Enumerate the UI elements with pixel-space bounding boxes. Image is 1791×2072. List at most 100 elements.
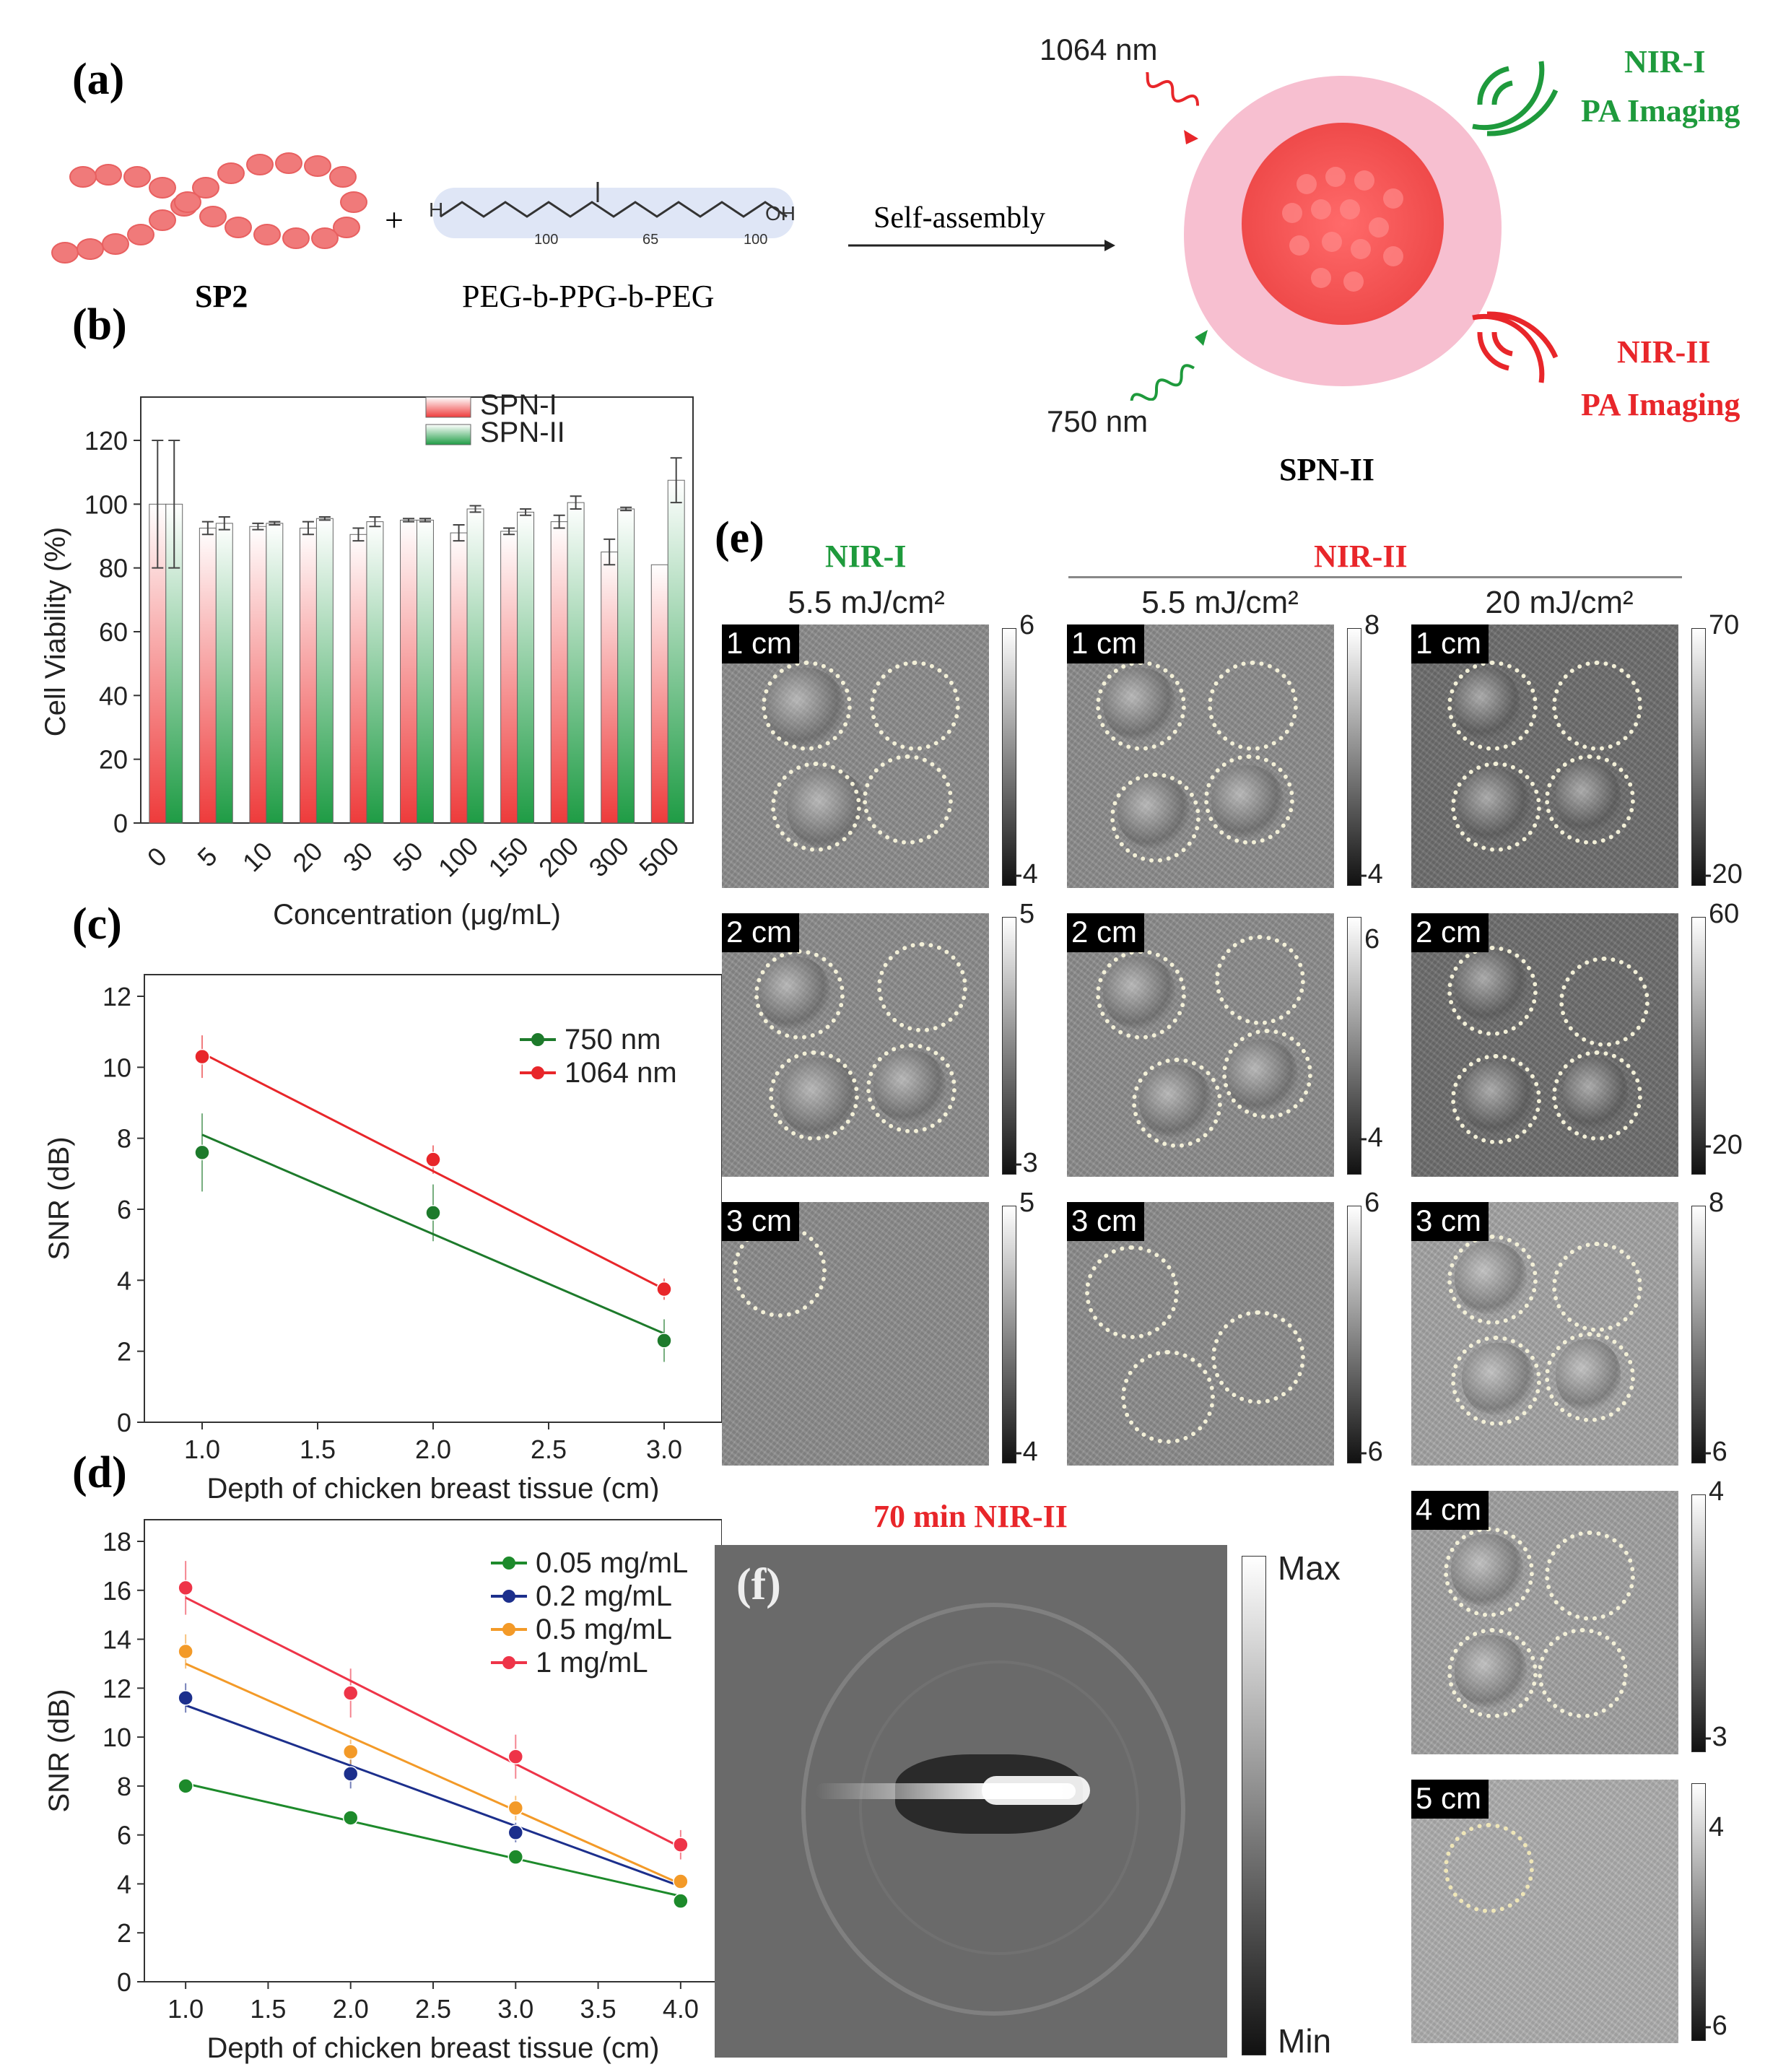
- legend-label: 0.5 mg/mL: [536, 1614, 672, 1645]
- colorbar-min-label: Min: [1278, 2022, 1332, 2060]
- depth-tag: 2 cm: [1067, 913, 1145, 952]
- pa-image-nir2-high-2cm: 2 cm: [1411, 913, 1678, 1177]
- spn-ii-label: SPN-II: [1279, 452, 1375, 487]
- fit-line: [185, 1782, 681, 1897]
- formula-n2: 65: [642, 232, 658, 248]
- nir2-header-rule: [1068, 576, 1682, 578]
- nir2-pa-title: NIR-II: [1617, 334, 1711, 370]
- colorbar-max: 5: [1019, 1188, 1035, 1218]
- x-tick-label: 2.5: [531, 1435, 567, 1464]
- colorbar-nir2-high-5cm: [1691, 1783, 1706, 2041]
- y-tick-label: 12: [103, 982, 131, 1011]
- colorbar-max: 70: [1709, 610, 1740, 640]
- col3-fluence: 20 mJ/cm²: [1485, 585, 1634, 620]
- x-tick-label: 20: [287, 836, 328, 877]
- x-tick-label: 0: [141, 841, 173, 872]
- nir1-pa-title: NIR-I: [1624, 44, 1706, 79]
- bar-spn-ii: [366, 521, 384, 824]
- x-tick-label: 1.5: [300, 1435, 336, 1464]
- panel-f-title: 70 min NIR-II: [873, 1499, 1068, 1534]
- x-tick-label: 50: [387, 836, 428, 877]
- bar-spn-i: [199, 527, 217, 824]
- bar-spn-ii: [315, 518, 334, 824]
- x-tick-label: 1.5: [250, 1994, 286, 2024]
- x-tick-label: 150: [482, 831, 533, 882]
- nir2-pa-subtitle: PA Imaging: [1581, 387, 1740, 422]
- pa-image-70min-nir2: (f): [715, 1545, 1227, 2058]
- header-nir2: NIR-II: [1314, 539, 1408, 574]
- pa-image-nir2-high-1cm: 1 cm: [1411, 624, 1678, 888]
- legend-label: 750 nm: [565, 1024, 661, 1055]
- colorbar-min: -3: [1014, 1148, 1038, 1178]
- pa-image-nir2-high-3cm: 3 cm: [1411, 1202, 1678, 1466]
- x-tick-label: 5: [191, 841, 222, 872]
- fit-line: [185, 1704, 681, 1888]
- bar-spn-i: [601, 552, 619, 824]
- pa-image-nir2-low-3cm: 3 cm: [1067, 1202, 1334, 1466]
- copolymer-formula-graphic: H OH 100 65 100: [429, 182, 796, 248]
- panel-d-letter: (d): [72, 1448, 127, 1497]
- colorbar-nir2-high-2cm: [1691, 917, 1706, 1175]
- data-point: [425, 1205, 441, 1221]
- x-tick-label: 2.0: [415, 1435, 451, 1464]
- colorbar-min: -6: [1703, 2011, 1727, 2041]
- x-tick-label: 30: [337, 836, 378, 877]
- bar-spn-i: [400, 519, 417, 824]
- plus-sign: +: [385, 201, 404, 238]
- x-tick-label: 200: [533, 831, 584, 882]
- depth-tag: 3 cm: [1411, 1202, 1489, 1241]
- bar-spn-ii: [567, 502, 585, 824]
- y-tick-label: 8: [117, 1124, 131, 1154]
- colorbar-panel-f: [1242, 1556, 1266, 2055]
- pa-image-nir2-high-4cm: 4 cm: [1411, 1491, 1678, 1754]
- colorbar-nir2-high-3cm: [1691, 1206, 1706, 1463]
- formula-n3: 100: [744, 232, 767, 248]
- data-point: [194, 1144, 210, 1161]
- x-axis-label: Concentration (μg/mL): [273, 899, 561, 931]
- colorbar-min: -6: [1359, 1437, 1383, 1467]
- legend-swatch: [425, 396, 471, 418]
- data-point: [507, 1849, 524, 1865]
- colorbar-max-label: Max: [1278, 1549, 1341, 1587]
- bar-spn-i: [450, 532, 468, 824]
- bar-spn-ii: [266, 523, 284, 824]
- data-point: [507, 1749, 524, 1764]
- data-point: [656, 1333, 672, 1349]
- colorbar-max: 4: [1709, 1812, 1725, 1842]
- panel-e-letter: (e): [715, 513, 764, 562]
- x-tick-label: 1.0: [184, 1435, 220, 1464]
- data-point: [178, 1643, 193, 1660]
- colorbar-min: -3: [1703, 1722, 1727, 1752]
- data-point: [178, 1580, 193, 1596]
- copolymer-label: PEG-b-PPG-b-PEG: [462, 279, 715, 314]
- y-axis-label: SNR (dB): [43, 1689, 75, 1812]
- colorbar-max: 6: [1019, 610, 1035, 640]
- pa-image-nir2-low-1cm: 1 cm: [1067, 624, 1334, 888]
- bar-spn-ii: [617, 508, 635, 824]
- chart-d-snr-concentration: 0 2 4 6 8 10 12 14 16 18 1.0 1.5 2.0 2.5 3.0 3.5 4.0Dept…: [43, 1519, 722, 2064]
- y-tick-label: 0: [113, 809, 128, 838]
- bar-spn-ii: [417, 519, 434, 824]
- y-tick-label: 100: [84, 489, 128, 519]
- header-nir1: NIR-I: [825, 539, 907, 574]
- sp2-label: SP2: [195, 279, 248, 314]
- y-tick-label: 20: [99, 745, 128, 775]
- y-axis-label: SNR (dB): [43, 1136, 75, 1260]
- col2-fluence: 5.5 mJ/cm²: [1141, 585, 1299, 620]
- colorbar-max: 8: [1709, 1188, 1725, 1218]
- colorbar-max: 60: [1709, 899, 1740, 929]
- bar-spn-i: [249, 526, 267, 824]
- data-point: [194, 1048, 210, 1065]
- colorbar-nir1-3cm: [1002, 1206, 1016, 1463]
- colorbar-min: -4: [1014, 859, 1038, 889]
- colorbar-nir1-2cm: [1002, 917, 1016, 1175]
- laser-750-label: 750 nm: [1047, 404, 1149, 438]
- y-tick-label: 10: [103, 1723, 131, 1752]
- y-tick-label: 60: [99, 617, 128, 647]
- colorbar-min: -4: [1014, 1437, 1038, 1467]
- colorbar-nir1-1cm: [1002, 628, 1016, 886]
- legend-label: 1064 nm: [565, 1057, 677, 1089]
- data-point: [673, 1837, 689, 1853]
- data-point: [507, 1800, 524, 1816]
- fit-line: [185, 1596, 681, 1848]
